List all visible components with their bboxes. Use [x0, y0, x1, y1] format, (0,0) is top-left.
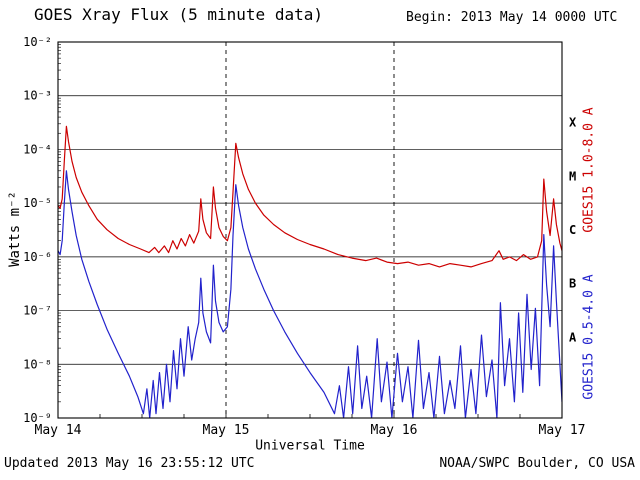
updated-timestamp: Updated 2013 May 16 23:55:12 UTC [4, 456, 255, 471]
x-tick-label: May 16 [371, 423, 418, 438]
flare-class-label: M [569, 169, 576, 183]
y-tick-label: 10⁻³ [23, 89, 52, 103]
x-tick-label: May 17 [539, 423, 586, 438]
y-tick-label: 10⁻² [23, 35, 52, 49]
y-tick-label: 10⁻⁷ [23, 304, 52, 318]
y-tick-label: 10⁻⁶ [23, 250, 52, 264]
flare-class-label: C [569, 223, 576, 237]
y-tick-label: 10⁻⁵ [23, 196, 52, 210]
begin-label: Begin: 2013 May 14 0000 UTC [406, 10, 618, 25]
y-tick-label: 10⁻⁸ [23, 357, 52, 371]
source-credit: NOAA/SWPC Boulder, CO USA [439, 456, 635, 471]
plot-border [57, 41, 563, 419]
y-tick-label: 10⁻⁹ [23, 411, 52, 425]
series-label-long-channel: GOES15 1.0-8.0 A [581, 107, 597, 233]
flare-class-label: B [569, 277, 576, 291]
x-axis-label: Universal Time [255, 438, 365, 454]
chart-title: GOES Xray Flux (5 minute data) [34, 5, 323, 24]
x-tick-label: May 15 [203, 423, 250, 438]
y-tick-label: 10⁻⁴ [23, 142, 52, 156]
flare-class-label: X [569, 116, 577, 130]
series-line-long [58, 125, 562, 268]
series-line-short [58, 170, 562, 418]
series-label-short-channel: GOES15 0.5-4.0 A [581, 274, 597, 400]
x-tick-label: May 14 [35, 423, 82, 438]
y-axis-label: Watts m⁻² [7, 191, 23, 267]
flare-class-label: A [569, 330, 577, 344]
